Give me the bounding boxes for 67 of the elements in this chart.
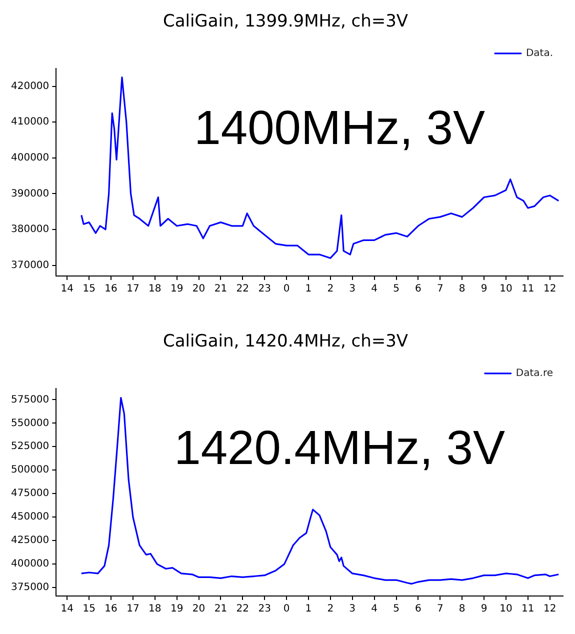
x-tick-label: 1 [305, 284, 312, 295]
x-tick-label: 11 [522, 604, 534, 615]
annotation: 1420.4MHz, 3V [174, 422, 506, 475]
y-tick-label: 370000 [10, 260, 50, 271]
x-tick-label: 17 [126, 604, 140, 615]
x-tick-label: 19 [170, 284, 184, 295]
y-tick-label: 450000 [10, 512, 50, 523]
x-tick-label: 15 [82, 604, 96, 615]
legend-label: Data.re [516, 368, 554, 379]
y-tick-label: 375000 [10, 582, 50, 594]
y-tick-label: 410000 [10, 116, 50, 128]
x-tick-label: 2 [327, 604, 334, 615]
x-tick-label: 12 [543, 284, 556, 295]
x-tick-label: 10 [500, 284, 512, 295]
y-tick-label: 425000 [10, 535, 50, 546]
x-tick-label: 16 [104, 284, 118, 295]
x-tick-label: 0 [283, 604, 290, 615]
y-tick-label: 525000 [10, 441, 50, 452]
x-tick-label: 9 [480, 604, 488, 615]
y-tick-label: 380000 [10, 224, 50, 236]
x-tick-label: 18 [148, 284, 162, 295]
x-tick-label: 4 [371, 284, 378, 295]
y-tick-label: 575000 [10, 394, 50, 406]
y-tick-label: 550000 [10, 418, 50, 429]
x-tick-label: 0 [283, 284, 290, 295]
x-tick-label: 9 [480, 284, 488, 295]
x-tick-label: 4 [371, 604, 378, 615]
x-tick-label: 18 [148, 604, 162, 615]
x-tick-label: 20 [192, 284, 206, 295]
x-tick-label: 1 [305, 604, 312, 615]
x-tick-label: 15 [82, 284, 96, 295]
x-tick-label: 17 [126, 284, 140, 295]
y-tick-label: 400000 [10, 152, 50, 164]
x-tick-label: 2 [327, 284, 334, 295]
x-tick-label: 3 [349, 284, 356, 295]
x-tick-label: 21 [214, 284, 228, 295]
chart-title: CaliGain, 1399.9MHz, ch=3V [162, 12, 408, 32]
y-tick-label: 500000 [10, 464, 50, 476]
x-tick-label: 7 [436, 604, 444, 615]
x-tick-label: 5 [393, 604, 400, 615]
annotation: 1400MHz, 3V [194, 102, 485, 155]
x-tick-label: 23 [258, 604, 271, 615]
x-tick-label: 19 [170, 604, 184, 615]
x-tick-label: 14 [60, 604, 74, 615]
x-tick-label: 22 [236, 604, 250, 615]
x-tick-label: 23 [258, 284, 271, 295]
x-tick-label: 14 [60, 284, 74, 295]
x-tick-label: 7 [436, 284, 444, 295]
legend-label: Data. [526, 48, 554, 59]
x-tick-label: 3 [349, 604, 356, 615]
x-tick-label: 16 [104, 604, 118, 615]
y-tick-label: 475000 [10, 488, 50, 500]
x-tick-label: 8 [458, 604, 466, 615]
x-tick-label: 11 [522, 284, 534, 295]
x-tick-label: 22 [236, 284, 250, 295]
x-tick-label: 8 [458, 284, 466, 295]
chart-title: CaliGain, 1420.4MHz, ch=3V [162, 332, 408, 352]
y-tick-label: 400000 [10, 558, 50, 570]
y-tick-label: 390000 [10, 188, 50, 200]
y-tick-label: 420000 [10, 80, 50, 92]
x-tick-label: 12 [543, 604, 556, 615]
x-tick-label: 6 [415, 284, 422, 295]
x-tick-label: 5 [393, 284, 400, 295]
x-tick-label: 21 [214, 604, 228, 615]
x-tick-label: 10 [500, 604, 512, 615]
x-tick-label: 6 [415, 604, 422, 615]
x-tick-label: 20 [192, 604, 206, 615]
